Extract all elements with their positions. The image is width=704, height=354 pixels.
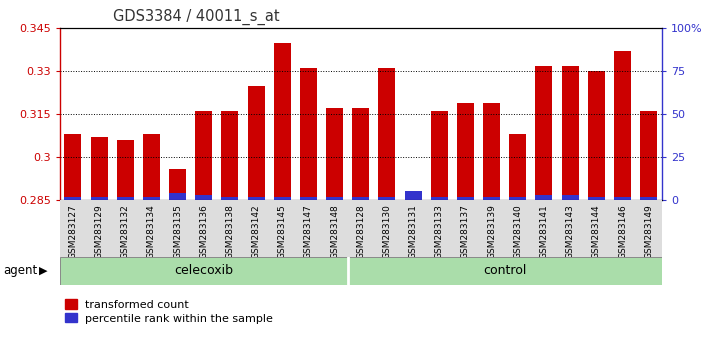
Bar xyxy=(195,111,213,200)
Bar xyxy=(509,196,527,200)
Bar xyxy=(326,108,343,200)
Text: GSM283145: GSM283145 xyxy=(278,205,287,259)
Legend: transformed count, percentile rank within the sample: transformed count, percentile rank withi… xyxy=(65,299,273,324)
Bar xyxy=(195,195,213,200)
Text: celecoxib: celecoxib xyxy=(175,264,233,277)
Bar xyxy=(117,140,134,200)
Bar xyxy=(143,134,160,200)
Text: GSM283135: GSM283135 xyxy=(173,205,182,259)
Bar xyxy=(274,196,291,200)
Text: GSM283148: GSM283148 xyxy=(330,205,339,259)
Bar xyxy=(352,108,370,200)
Text: GSM283137: GSM283137 xyxy=(461,205,470,259)
Text: GSM283141: GSM283141 xyxy=(539,205,548,259)
Text: GSM283127: GSM283127 xyxy=(68,205,77,259)
Bar xyxy=(640,196,657,200)
Bar xyxy=(352,196,370,200)
Bar xyxy=(65,134,82,200)
Bar xyxy=(91,196,108,200)
Text: GSM283142: GSM283142 xyxy=(251,205,260,259)
Text: GSM283143: GSM283143 xyxy=(565,205,574,259)
Bar xyxy=(248,86,265,200)
Text: GSM283144: GSM283144 xyxy=(592,205,601,259)
Text: GSM283146: GSM283146 xyxy=(618,205,627,259)
Bar xyxy=(169,169,186,200)
Bar xyxy=(483,103,500,200)
Text: GSM283128: GSM283128 xyxy=(356,205,365,259)
Bar xyxy=(483,196,500,200)
Text: GSM283136: GSM283136 xyxy=(199,205,208,259)
Bar xyxy=(248,196,265,200)
Bar xyxy=(60,257,348,285)
Text: GSM283147: GSM283147 xyxy=(304,205,313,259)
Bar xyxy=(274,42,291,200)
Bar xyxy=(457,103,474,200)
Bar xyxy=(562,65,579,200)
Text: GSM283131: GSM283131 xyxy=(408,205,417,259)
Text: GSM283130: GSM283130 xyxy=(382,205,391,259)
Bar xyxy=(143,196,160,200)
Bar xyxy=(117,196,134,200)
Bar xyxy=(588,71,605,200)
Bar xyxy=(509,134,527,200)
Bar xyxy=(222,196,239,200)
Text: agent: agent xyxy=(4,264,38,277)
Text: GSM283139: GSM283139 xyxy=(487,205,496,259)
Bar xyxy=(222,111,239,200)
Text: GDS3384 / 40011_s_at: GDS3384 / 40011_s_at xyxy=(113,9,279,25)
Bar xyxy=(379,196,396,200)
Bar xyxy=(91,137,108,200)
Bar xyxy=(169,193,186,200)
Bar xyxy=(431,196,448,200)
Bar xyxy=(588,196,605,200)
Bar xyxy=(348,257,662,285)
Text: GSM283149: GSM283149 xyxy=(644,205,653,259)
Bar xyxy=(300,196,317,200)
Bar xyxy=(405,194,422,200)
Bar xyxy=(457,196,474,200)
Bar xyxy=(65,196,82,200)
Bar xyxy=(536,195,553,200)
Bar xyxy=(614,196,631,200)
Text: GSM283140: GSM283140 xyxy=(513,205,522,259)
Bar xyxy=(300,68,317,200)
Bar xyxy=(379,68,396,200)
Bar xyxy=(326,196,343,200)
Text: GSM283133: GSM283133 xyxy=(435,205,444,259)
Bar xyxy=(562,195,579,200)
Bar xyxy=(431,111,448,200)
Text: GSM283138: GSM283138 xyxy=(225,205,234,259)
Text: GSM283134: GSM283134 xyxy=(147,205,156,259)
Bar xyxy=(536,65,553,200)
Bar xyxy=(405,192,422,200)
Bar xyxy=(640,111,657,200)
Text: ▶: ▶ xyxy=(39,266,48,276)
Bar xyxy=(614,51,631,200)
Text: GSM283129: GSM283129 xyxy=(94,205,103,259)
Text: control: control xyxy=(483,264,527,277)
Text: GSM283132: GSM283132 xyxy=(121,205,130,259)
